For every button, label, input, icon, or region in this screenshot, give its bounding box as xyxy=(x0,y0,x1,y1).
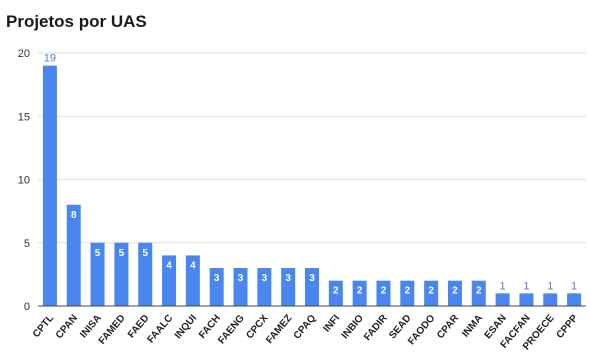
bar-proece xyxy=(543,293,558,306)
data-label: 2 xyxy=(381,286,387,297)
data-label: 4 xyxy=(166,260,172,271)
bar-inqui xyxy=(185,255,200,306)
bar-famez xyxy=(281,268,296,306)
x-tick-label: INQUI xyxy=(173,313,199,342)
bar-facfan xyxy=(519,293,534,306)
data-label: 2 xyxy=(452,286,458,297)
data-label: 3 xyxy=(262,273,268,284)
data-label: 1 xyxy=(547,280,553,292)
x-tick-label: INFI xyxy=(322,313,343,335)
grid-lines xyxy=(38,52,586,244)
data-label: 2 xyxy=(428,286,434,297)
bar-inma xyxy=(471,280,486,306)
y-tick-label: 15 xyxy=(18,111,30,123)
y-axis-ticks: 0 5 10 15 20 xyxy=(18,48,30,313)
data-label: 3 xyxy=(285,273,291,284)
x-axis-ticks: CPTLCPANINISAFAMEDFAEDFAALCINQUIFACHFAEN… xyxy=(31,312,581,352)
data-label: 8 xyxy=(71,210,77,221)
data-labels: 19 8 5 5 5 4 4 3 3 3 3 3 2 2 2 2 2 2 2 1 1 1 1 xyxy=(44,53,577,297)
data-label: 2 xyxy=(476,286,482,297)
x-tick-label: CPPP xyxy=(554,313,580,341)
bar-cppp xyxy=(567,293,582,306)
x-tick-label: CPAR xyxy=(435,312,462,341)
data-label: 1 xyxy=(571,280,577,292)
bar-infi xyxy=(328,280,343,306)
x-tick-label: INMA xyxy=(460,313,485,340)
y-tick-label: 5 xyxy=(24,238,30,250)
data-label: 5 xyxy=(119,248,125,259)
x-tick-label: FAALC xyxy=(145,313,175,346)
bars xyxy=(42,65,582,307)
bar-famed xyxy=(114,242,129,306)
bar-esan xyxy=(495,293,510,306)
y-tick-label: 20 xyxy=(18,48,30,60)
x-tick-label: FADIR xyxy=(362,312,390,343)
data-label: 1 xyxy=(500,280,506,292)
bar-cpan xyxy=(66,204,81,306)
bar-faodo xyxy=(424,280,439,306)
y-tick-label: 0 xyxy=(24,301,30,313)
data-label: 5 xyxy=(142,248,148,259)
bar-cptl xyxy=(42,65,57,307)
data-label: 5 xyxy=(95,248,101,259)
bar-faalc xyxy=(162,255,177,306)
data-label: 2 xyxy=(405,286,411,297)
data-label: 2 xyxy=(357,286,363,297)
bar-inisa xyxy=(90,242,105,306)
bar-faeng xyxy=(233,268,248,306)
data-label: 3 xyxy=(238,273,244,284)
x-tick-label: FAMEZ xyxy=(264,313,294,346)
bar-cpar xyxy=(447,280,462,306)
data-label: 4 xyxy=(190,260,196,271)
bar-cpaq xyxy=(305,268,319,306)
bar-inbio xyxy=(352,280,367,306)
x-tick-label: CPAN xyxy=(54,313,80,341)
chart-title: Projetos por UAS xyxy=(6,12,147,31)
data-label: 19 xyxy=(44,53,56,65)
bar-fach xyxy=(209,268,224,306)
bar-fadir xyxy=(376,280,391,306)
data-label: 3 xyxy=(214,273,220,284)
data-label: 1 xyxy=(523,280,529,292)
bar-sead xyxy=(400,280,415,306)
y-tick-label: 10 xyxy=(18,175,30,187)
x-tick-label: CPTL xyxy=(31,313,56,340)
data-label: 2 xyxy=(333,286,339,297)
x-tick-label: FAENG xyxy=(216,313,247,347)
bar-faed xyxy=(138,242,153,306)
bar-cpcx xyxy=(257,268,272,306)
x-tick-label: CPAQ xyxy=(292,313,319,342)
data-label: 3 xyxy=(309,273,315,284)
